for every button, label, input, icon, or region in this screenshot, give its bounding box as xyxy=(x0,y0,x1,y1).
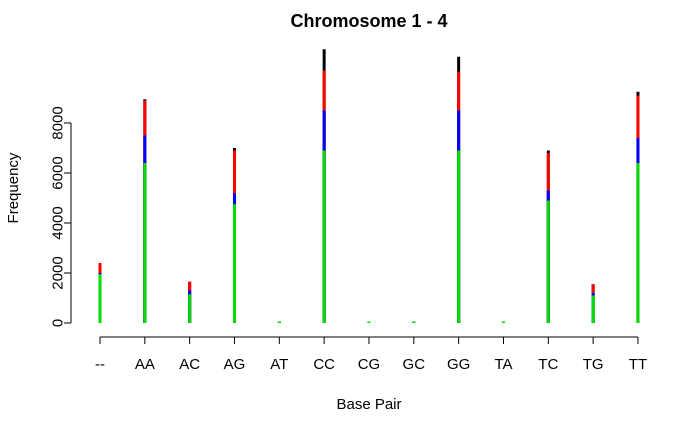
plot-area: 0 2000 4000 6000 8000 -- AA AC AG AT CC CG GC GG TA TC T… xyxy=(49,49,647,373)
bar-s3-AA xyxy=(143,163,147,323)
x-tick-label-12: TT xyxy=(629,356,647,373)
bar-s3-TA xyxy=(501,321,505,323)
x-tick-label-6: CG xyxy=(358,356,381,373)
x-tick-label-8: GG xyxy=(447,356,470,373)
x-tick-label-10: TC xyxy=(538,356,558,373)
bar-s3-GG xyxy=(457,150,461,323)
x-tick-label-9: TA xyxy=(494,356,512,373)
x-tick-label-4: AT xyxy=(270,356,288,373)
bar-s3-TT xyxy=(636,163,640,323)
x-axis-label: Base Pair xyxy=(336,396,401,413)
x-tick-label-3: AG xyxy=(224,356,246,373)
y-tick-label-1: 2000 xyxy=(49,256,66,289)
y-tick-label-2: 4000 xyxy=(49,206,66,239)
bar-s3-TC xyxy=(546,200,550,323)
bar-s3-AC xyxy=(188,294,192,323)
bar-s3-GC xyxy=(412,321,416,323)
x-tick-label-0: -- xyxy=(95,356,105,373)
bar-s3-AT xyxy=(277,321,281,323)
bar-s3-CC xyxy=(322,150,326,323)
bar-s3-CG xyxy=(367,321,371,323)
bar-s3-TG xyxy=(591,295,595,323)
y-tick-label-0: 0 xyxy=(49,319,66,327)
x-tick-label-2: AC xyxy=(179,356,200,373)
bar-s3-AG xyxy=(232,204,236,323)
x-tick-label-5: CC xyxy=(313,356,335,373)
chart-title: Chromosome 1 - 4 xyxy=(290,11,447,31)
y-tick-label-3: 6000 xyxy=(49,156,66,189)
x-tick-label-1: AA xyxy=(135,356,155,373)
x-tick-label-11: TG xyxy=(583,356,604,373)
y-axis-label: Frequency xyxy=(5,152,22,223)
x-tick-label-7: GC xyxy=(403,356,426,373)
y-tick-label-4: 8000 xyxy=(49,106,66,139)
bar-s3--- xyxy=(98,274,102,323)
